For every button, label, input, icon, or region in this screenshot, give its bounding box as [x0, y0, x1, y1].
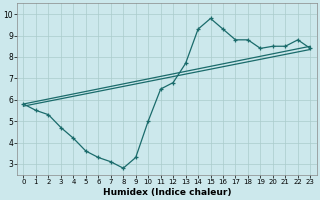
- X-axis label: Humidex (Indice chaleur): Humidex (Indice chaleur): [103, 188, 231, 197]
